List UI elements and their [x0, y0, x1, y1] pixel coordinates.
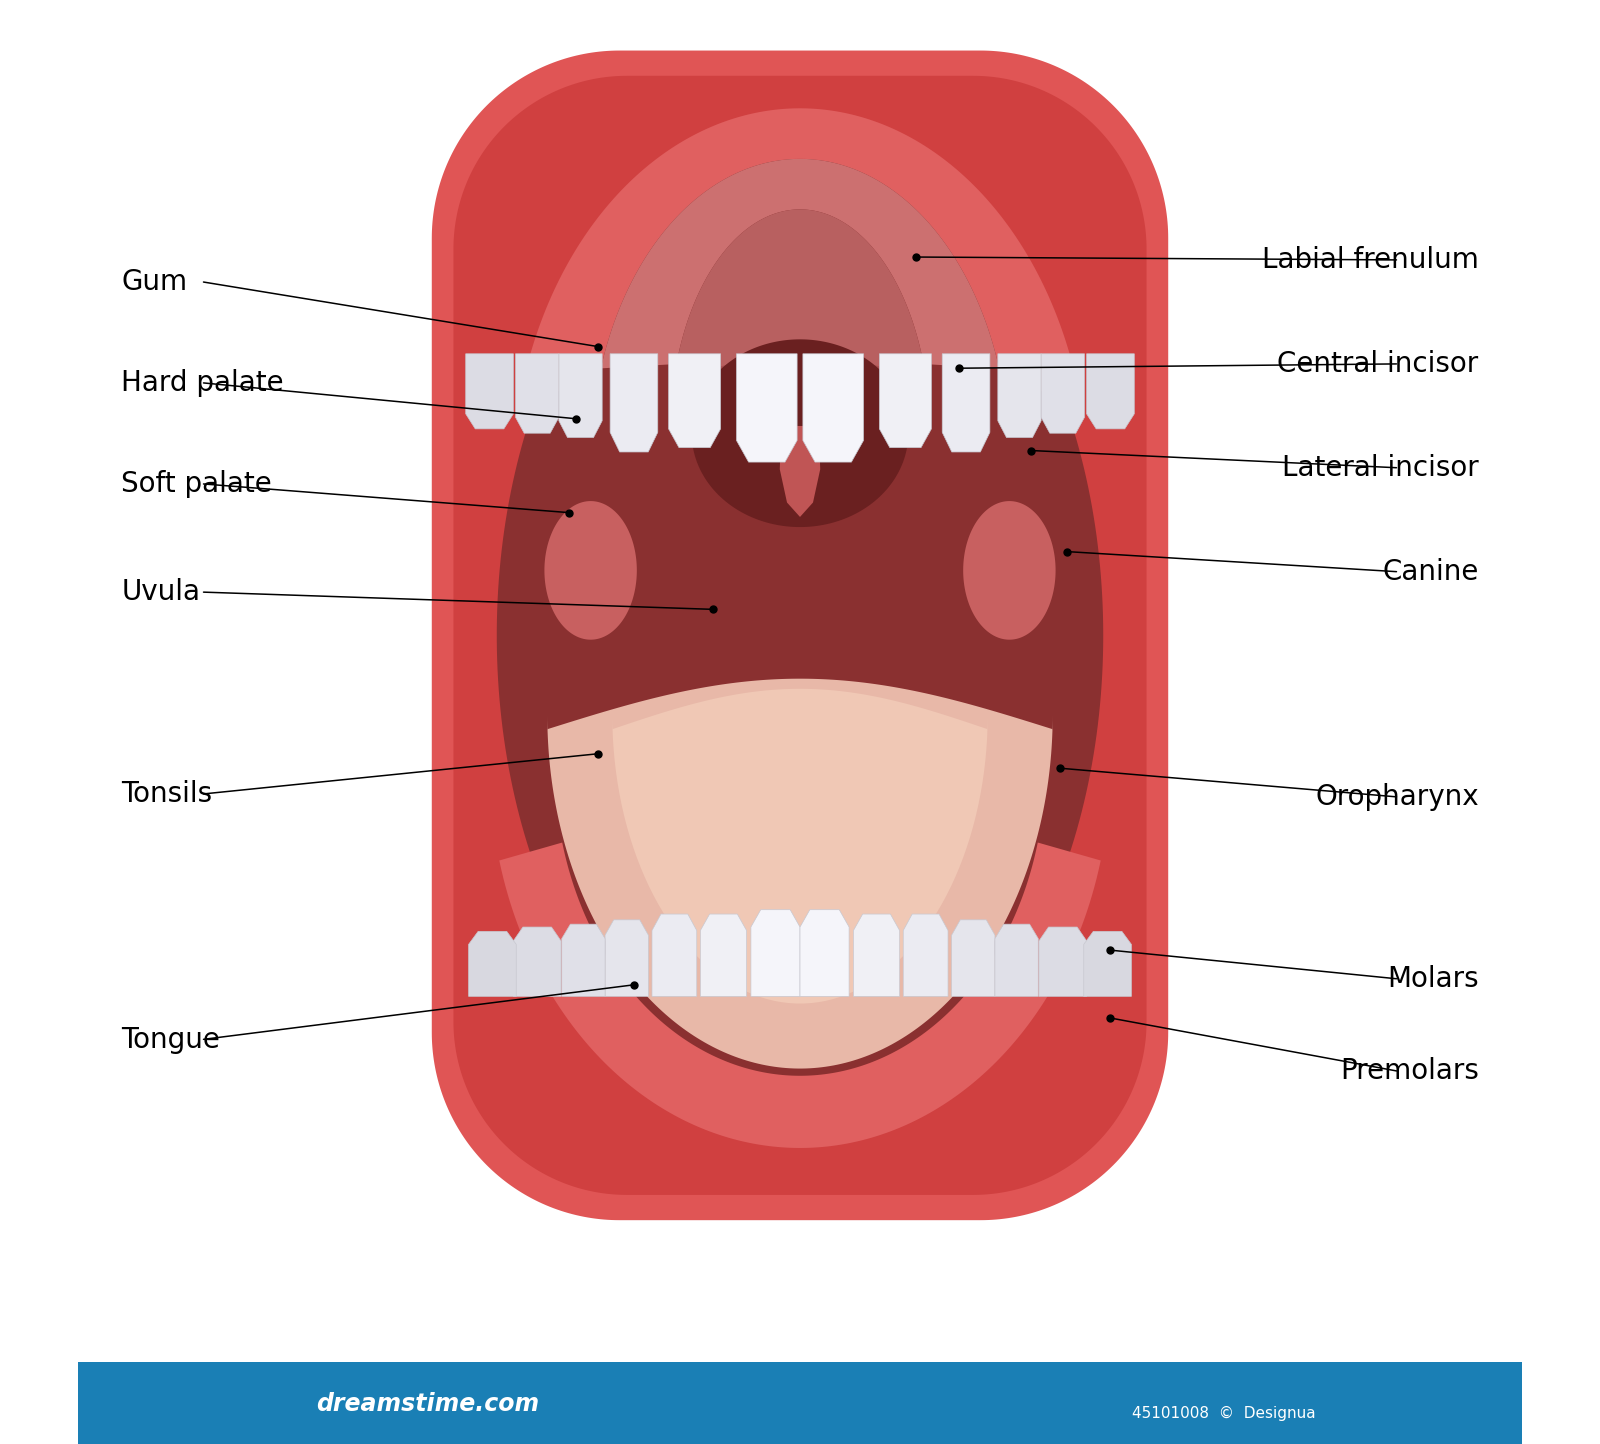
Polygon shape: [1042, 354, 1085, 433]
Text: Tonsils: Tonsils: [122, 780, 213, 809]
Polygon shape: [547, 679, 1053, 1069]
Polygon shape: [558, 354, 602, 438]
Text: Hard palate: Hard palate: [122, 368, 283, 397]
Polygon shape: [995, 924, 1038, 996]
Text: Canine: Canine: [1382, 557, 1478, 586]
Polygon shape: [515, 354, 558, 433]
Polygon shape: [670, 209, 930, 433]
Polygon shape: [514, 927, 562, 996]
Text: Labial frenulum: Labial frenulum: [1262, 245, 1478, 274]
Text: Oropharynx: Oropharynx: [1315, 783, 1478, 812]
Polygon shape: [1083, 931, 1131, 996]
Polygon shape: [610, 354, 658, 452]
Polygon shape: [701, 914, 747, 996]
Polygon shape: [736, 354, 797, 462]
Polygon shape: [880, 354, 931, 448]
Polygon shape: [952, 920, 995, 996]
Polygon shape: [670, 347, 930, 433]
Text: Molars: Molars: [1387, 965, 1478, 993]
Polygon shape: [602, 159, 998, 368]
Text: dreamstime.com: dreamstime.com: [317, 1392, 539, 1415]
Text: 45101008  ©  Designua: 45101008 © Designua: [1133, 1406, 1315, 1421]
Text: Lateral incisor: Lateral incisor: [1282, 453, 1478, 482]
Polygon shape: [803, 354, 864, 462]
Polygon shape: [750, 910, 800, 996]
Polygon shape: [998, 354, 1042, 438]
Polygon shape: [963, 501, 1056, 640]
Text: Premolars: Premolars: [1339, 1057, 1478, 1086]
Text: Central incisor: Central incisor: [1277, 349, 1478, 378]
Polygon shape: [562, 924, 605, 996]
Polygon shape: [613, 689, 987, 1004]
Text: Gum: Gum: [122, 267, 187, 296]
Text: Uvula: Uvula: [122, 578, 200, 606]
Polygon shape: [779, 426, 821, 517]
Polygon shape: [520, 108, 1080, 396]
Polygon shape: [942, 354, 990, 452]
Polygon shape: [544, 501, 637, 640]
Polygon shape: [800, 910, 850, 996]
Polygon shape: [904, 914, 949, 996]
Polygon shape: [499, 842, 1101, 1148]
Polygon shape: [496, 159, 1104, 1112]
Polygon shape: [605, 920, 648, 996]
Polygon shape: [669, 354, 720, 448]
Text: Soft palate: Soft palate: [122, 469, 272, 498]
Polygon shape: [453, 75, 1147, 1194]
Bar: [78, 1362, 1522, 1444]
Polygon shape: [1038, 927, 1086, 996]
Polygon shape: [1086, 354, 1134, 429]
Text: Tongue: Tongue: [122, 1025, 221, 1054]
Polygon shape: [853, 914, 899, 996]
Polygon shape: [469, 931, 517, 996]
Polygon shape: [691, 339, 909, 527]
Polygon shape: [651, 914, 696, 996]
Polygon shape: [466, 354, 514, 429]
Polygon shape: [432, 51, 1168, 1220]
